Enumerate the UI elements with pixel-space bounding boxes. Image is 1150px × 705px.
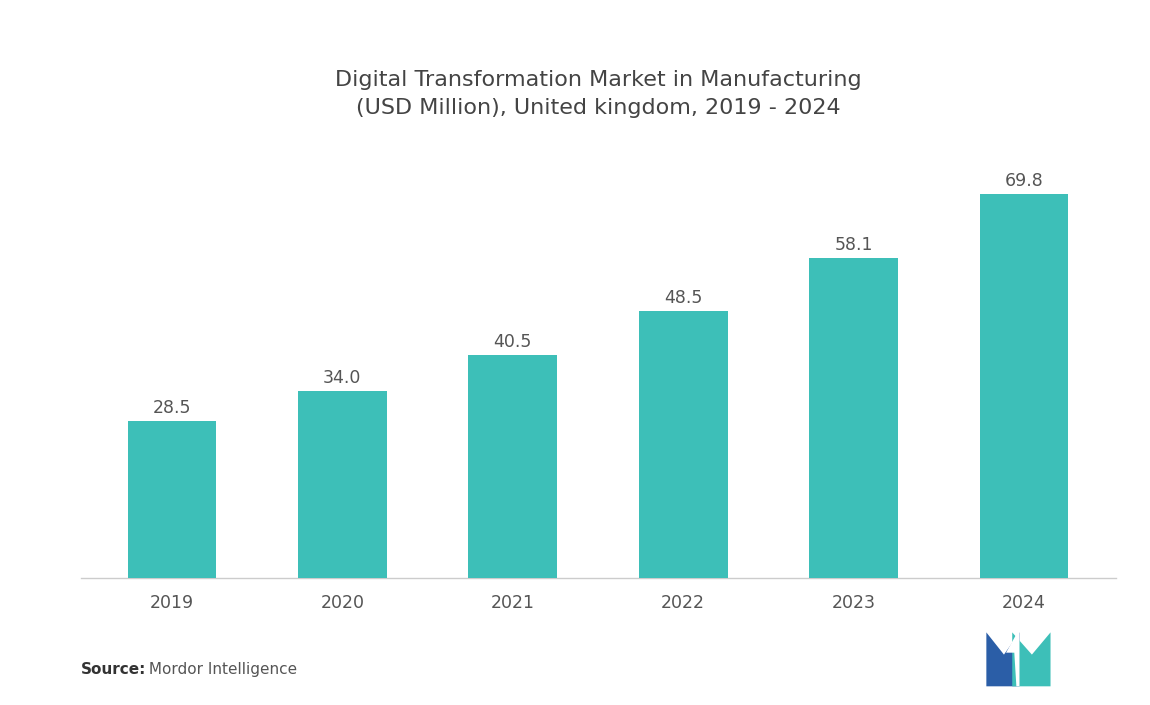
Bar <box>298 391 386 578</box>
Polygon shape <box>987 632 1020 687</box>
Text: 34.0: 34.0 <box>323 369 361 386</box>
Polygon shape <box>1012 632 1051 687</box>
Text: 28.5: 28.5 <box>153 399 191 417</box>
Bar <box>639 311 728 578</box>
Bar <box>980 194 1068 578</box>
Bar <box>468 355 557 578</box>
Polygon shape <box>1006 632 1020 687</box>
Bar <box>810 259 898 578</box>
Text: 69.8: 69.8 <box>1005 171 1043 190</box>
Text: 58.1: 58.1 <box>835 236 873 254</box>
Text: 48.5: 48.5 <box>664 289 703 307</box>
Bar <box>128 422 216 578</box>
Text: Source:: Source: <box>81 662 146 677</box>
Text: Mordor Intelligence: Mordor Intelligence <box>144 662 297 677</box>
Text: 40.5: 40.5 <box>493 333 532 351</box>
Text: Digital Transformation Market in Manufacturing
(USD Million), United kingdom, 20: Digital Transformation Market in Manufac… <box>335 70 861 118</box>
